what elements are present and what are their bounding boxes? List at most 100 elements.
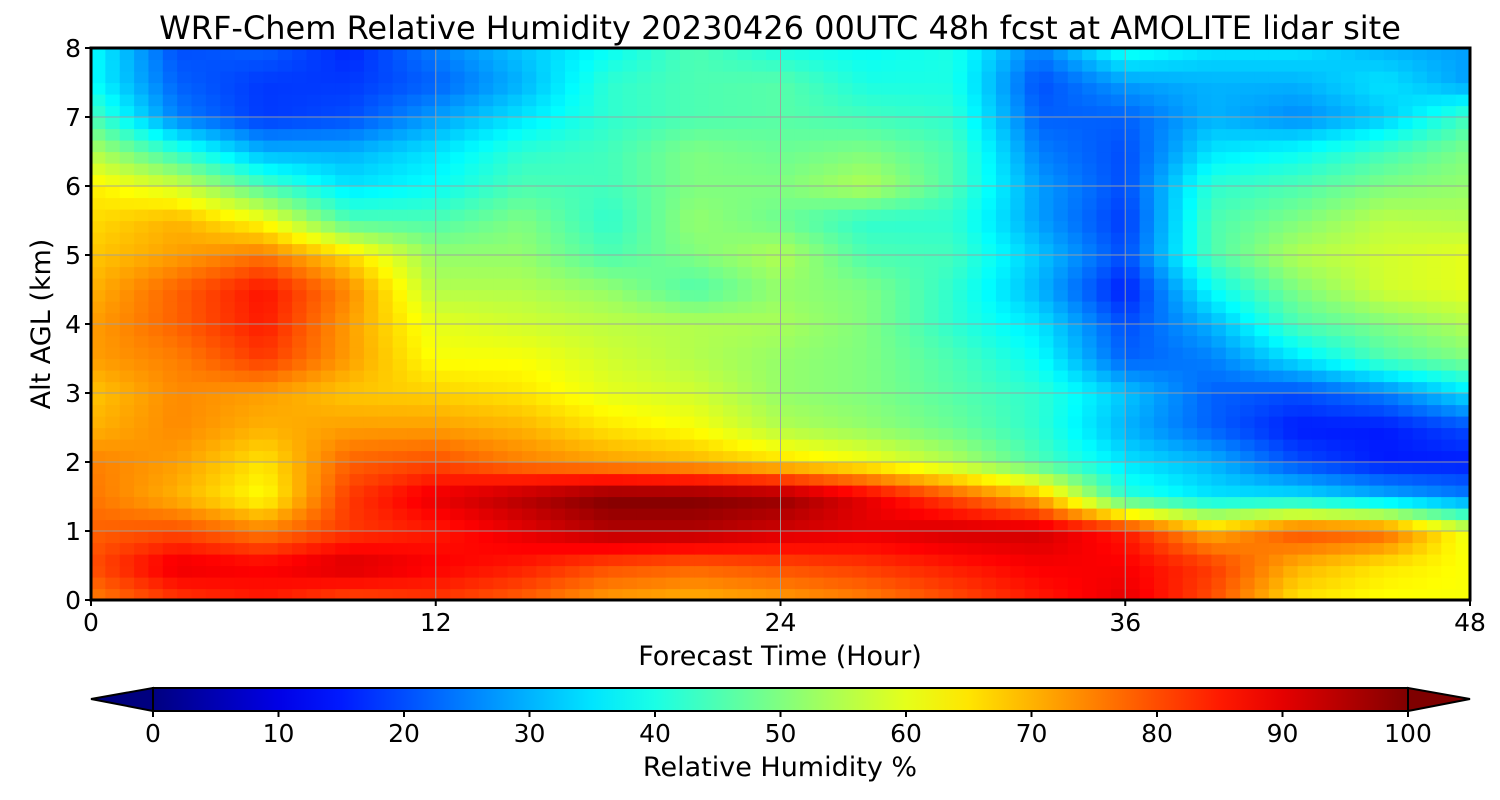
heatmap-cell <box>1340 312 1356 325</box>
heatmap-cell <box>521 416 537 429</box>
heatmap-cell <box>1398 393 1414 406</box>
heatmap-cell <box>521 485 537 498</box>
heatmap-cell <box>967 508 983 521</box>
heatmap-cell <box>866 301 882 314</box>
heatmap-cell <box>478 565 494 578</box>
heatmap-cell <box>234 565 250 578</box>
heatmap-cell <box>1441 404 1457 417</box>
heatmap-cell <box>335 197 351 210</box>
heatmap-cell <box>249 588 264 601</box>
heatmap-cell <box>1053 542 1069 555</box>
heatmap-cell <box>1225 496 1241 509</box>
heatmap-cell <box>249 220 264 233</box>
heatmap-cell <box>335 519 351 532</box>
heatmap-cell <box>1082 220 1098 233</box>
heatmap-cell <box>220 209 236 222</box>
heatmap-cell <box>823 278 839 291</box>
heatmap-cell <box>1197 542 1213 555</box>
heatmap-cell <box>191 542 207 555</box>
heatmap-cell <box>837 151 853 164</box>
heatmap-cell <box>134 59 150 72</box>
heatmap-cell <box>507 105 523 118</box>
heatmap-cell <box>579 416 595 429</box>
heatmap-cell <box>1096 450 1112 463</box>
heatmap-cell <box>1426 416 1442 429</box>
heatmap-cell <box>162 439 178 452</box>
heatmap-cell <box>1369 393 1385 406</box>
heatmap-cell <box>794 255 810 268</box>
heatmap-cell <box>651 71 667 84</box>
heatmap-cell <box>852 255 868 268</box>
heatmap-cell <box>378 197 394 210</box>
heatmap-cell <box>593 94 609 107</box>
heatmap-cell <box>1412 508 1428 521</box>
heatmap-cell <box>306 243 322 256</box>
heatmap-cell <box>694 416 710 429</box>
heatmap-cell <box>909 140 925 153</box>
heatmap-cell <box>1369 347 1385 360</box>
heatmap-cell <box>651 289 667 302</box>
heatmap-cell <box>651 393 667 406</box>
heatmap-cell <box>1311 485 1327 498</box>
heatmap-cell <box>651 542 667 555</box>
heatmap-cell <box>1067 48 1083 61</box>
heatmap-cell <box>679 140 695 153</box>
heatmap-cell <box>1225 381 1241 394</box>
heatmap-cell <box>665 94 681 107</box>
heatmap-cell <box>622 370 638 383</box>
heatmap-cell <box>191 59 207 72</box>
heatmap-cell <box>292 117 308 130</box>
heatmap-cell <box>1096 381 1112 394</box>
heatmap-cell <box>1355 186 1371 199</box>
heatmap-cell <box>751 370 767 383</box>
heatmap-cell <box>450 220 466 233</box>
heatmap-cell <box>1326 243 1342 256</box>
heatmap-cell <box>1412 554 1428 567</box>
heatmap-cell <box>105 186 121 199</box>
heatmap-cell <box>852 59 868 72</box>
heatmap-cell <box>349 71 365 84</box>
heatmap-cell <box>1383 128 1399 141</box>
heatmap-cell <box>450 71 466 84</box>
heatmap-cell <box>565 151 580 164</box>
heatmap-cell <box>450 450 466 463</box>
heatmap-cell <box>335 554 351 567</box>
heatmap-cell <box>1110 232 1126 245</box>
heatmap-cell <box>1340 462 1356 475</box>
heatmap-cell <box>1024 266 1040 279</box>
heatmap-cell <box>622 416 638 429</box>
heatmap-cell <box>1096 554 1112 567</box>
heatmap-cell <box>1355 197 1371 210</box>
heatmap-cell <box>1067 439 1083 452</box>
heatmap-cell <box>866 186 882 199</box>
heatmap-cell <box>1455 197 1471 210</box>
heatmap-cell <box>1455 427 1471 440</box>
heatmap-cell <box>1254 59 1270 72</box>
heatmap-cell <box>1297 82 1313 95</box>
heatmap-cell <box>335 209 351 222</box>
heatmap-cell <box>1096 347 1112 360</box>
heatmap-cell <box>679 209 695 222</box>
heatmap-cell <box>378 416 394 429</box>
heatmap-cell <box>536 531 552 544</box>
heatmap-cell <box>162 186 178 199</box>
heatmap-cell <box>1039 105 1055 118</box>
heatmap-cell <box>593 59 609 72</box>
heatmap-cell <box>277 496 293 509</box>
heatmap-cell <box>335 59 351 72</box>
heatmap-cell <box>220 94 236 107</box>
heatmap-cell <box>1024 519 1040 532</box>
heatmap-cell <box>550 163 566 176</box>
heatmap-cell <box>1082 71 1098 84</box>
heatmap-cell <box>320 439 336 452</box>
heatmap-cell <box>823 209 839 222</box>
heatmap-cell <box>1369 335 1385 348</box>
heatmap-cell <box>967 370 983 383</box>
heatmap-cell <box>1096 473 1112 486</box>
heatmap-cell <box>363 370 379 383</box>
heatmap-cell <box>651 358 667 371</box>
heatmap-cell <box>1053 163 1069 176</box>
heatmap-cell <box>119 404 135 417</box>
heatmap-cell <box>464 335 480 348</box>
heatmap-cell <box>823 105 839 118</box>
